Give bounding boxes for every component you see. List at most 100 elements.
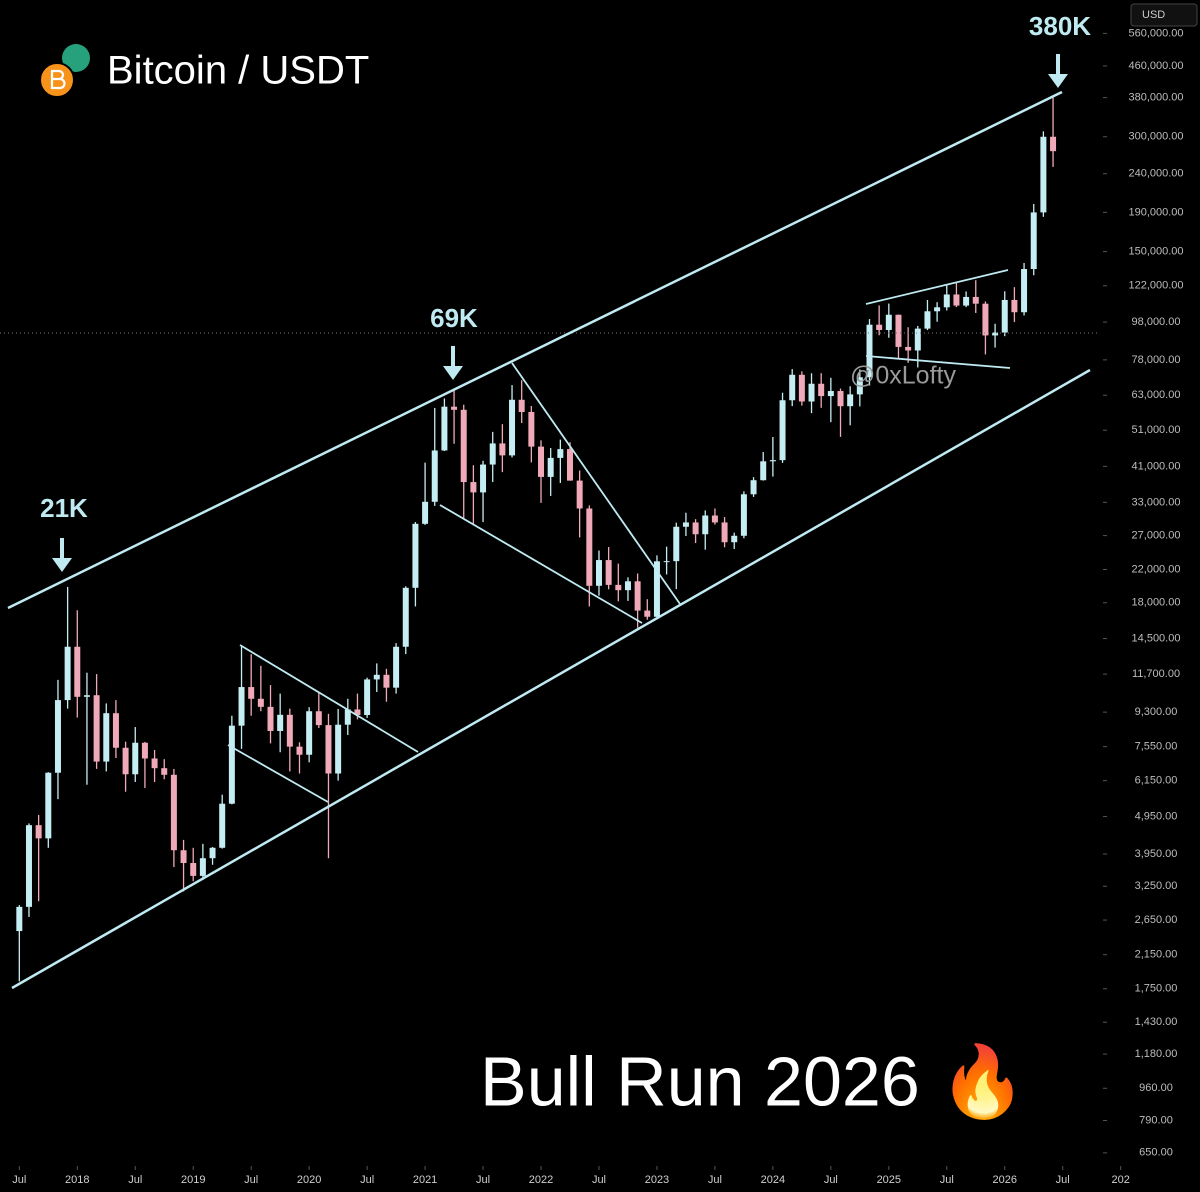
candle-body [943,294,950,308]
candle-body [103,713,110,762]
currency-label: USD [1142,9,1165,21]
candle-body [470,482,477,493]
y-tick-label: 2,650.00 [1135,914,1178,926]
wedge-line [227,744,329,803]
candle-body [721,522,728,543]
x-tick-label: Jul [128,1174,142,1186]
y-tick-label: 460,000.00 [1128,60,1183,72]
btc-symbol [50,69,66,90]
y-tick-label: 98,000.00 [1132,316,1181,328]
x-tick-label: 2020 [297,1174,321,1186]
watermark: @0xLofty [850,362,956,390]
candle-body [489,443,496,465]
x-tick-label: 2019 [181,1174,205,1186]
candle-body [296,746,303,755]
annotation: 21K [40,493,88,523]
candle-body [605,560,612,585]
candle-body [992,332,999,336]
x-tick-label: 2021 [413,1174,437,1186]
x-tick-label: Jul [940,1174,954,1186]
candle-body [547,457,554,477]
candle-body [895,314,902,347]
y-tick-label: 1,750.00 [1135,983,1178,995]
lower-channel [11,368,1091,990]
candle-body [595,560,602,586]
candle-body [93,695,100,762]
candle-body [180,850,187,864]
candle-body [306,711,313,755]
candle-body [934,307,941,312]
upper-channel [7,90,1063,610]
candle-body [779,400,786,461]
candle-body [509,399,516,456]
annotation: 380K [1029,11,1091,41]
candle-body [373,674,380,680]
currency-box [1130,3,1198,27]
candle-body [634,581,641,611]
y-tick-label: 300,000.00 [1128,131,1183,143]
annotation: 69K [430,303,478,333]
x-tick-label: Jul [476,1174,490,1186]
subtitle: Bull Run 2026 🔥 [480,1041,1026,1121]
y-tick-label: 27,000.00 [1132,529,1181,541]
x-tick-label: Jul [12,1174,26,1186]
candle-body [383,674,390,688]
candle-body [818,383,825,397]
candle-body [344,709,351,725]
y-tick-label: 960.00 [1139,1082,1173,1094]
candle-body [576,480,583,509]
candle-body [567,449,573,481]
candle-body [238,687,245,726]
candle-body [1021,269,1028,313]
x-tick-label: 2023 [645,1174,669,1186]
candle-body [441,406,448,451]
candle-body [731,535,738,543]
y-tick-label: 1,180.00 [1135,1048,1178,1060]
y-tick-label: 190,000.00 [1128,206,1183,218]
y-tick-label: 790.00 [1139,1114,1173,1126]
wedge-line [511,362,681,605]
candle-body [16,906,23,932]
candle-body [422,501,429,524]
candle-body [228,725,235,804]
candle-body [325,725,332,774]
y-tick-label: 2,150.00 [1135,949,1178,961]
candle-body [25,825,32,907]
candle-body [837,391,844,407]
wedge-line [865,269,1009,305]
candle-body [74,646,81,697]
candle-body [1050,136,1057,152]
candle-body [499,443,506,456]
candle-body [653,561,660,617]
candle-body [132,742,139,775]
x-tick-label: 2018 [65,1174,89,1186]
candle-body [953,294,960,306]
y-tick-label: 122,000.00 [1128,280,1183,292]
arrow-head [1048,74,1068,88]
wedge-line [865,355,1011,369]
candle-body [267,706,274,731]
y-tick-label: 78,000.00 [1132,354,1181,366]
candle-body [760,461,767,481]
y-tick-label: 4,950.00 [1135,810,1178,822]
y-tick-label: 150,000.00 [1128,245,1183,257]
candle-body [798,374,805,402]
candle-body [692,522,699,535]
candle-body [161,768,168,775]
candle-body [586,508,593,586]
y-tick-label: 14,500.00 [1132,632,1181,644]
x-tick-label: Jul [592,1174,606,1186]
y-tick-label: 22,000.00 [1132,563,1181,575]
candle-body [1001,299,1008,333]
y-tick-label: 3,250.00 [1135,880,1178,892]
candle-body [624,581,631,591]
candle-body [248,687,255,699]
x-tick-label: 202 [1111,1174,1129,1186]
candle-body [412,523,419,588]
candle-body [83,695,90,697]
candle-body [122,747,129,775]
candle-body [876,324,883,330]
wedge-line [439,504,643,624]
